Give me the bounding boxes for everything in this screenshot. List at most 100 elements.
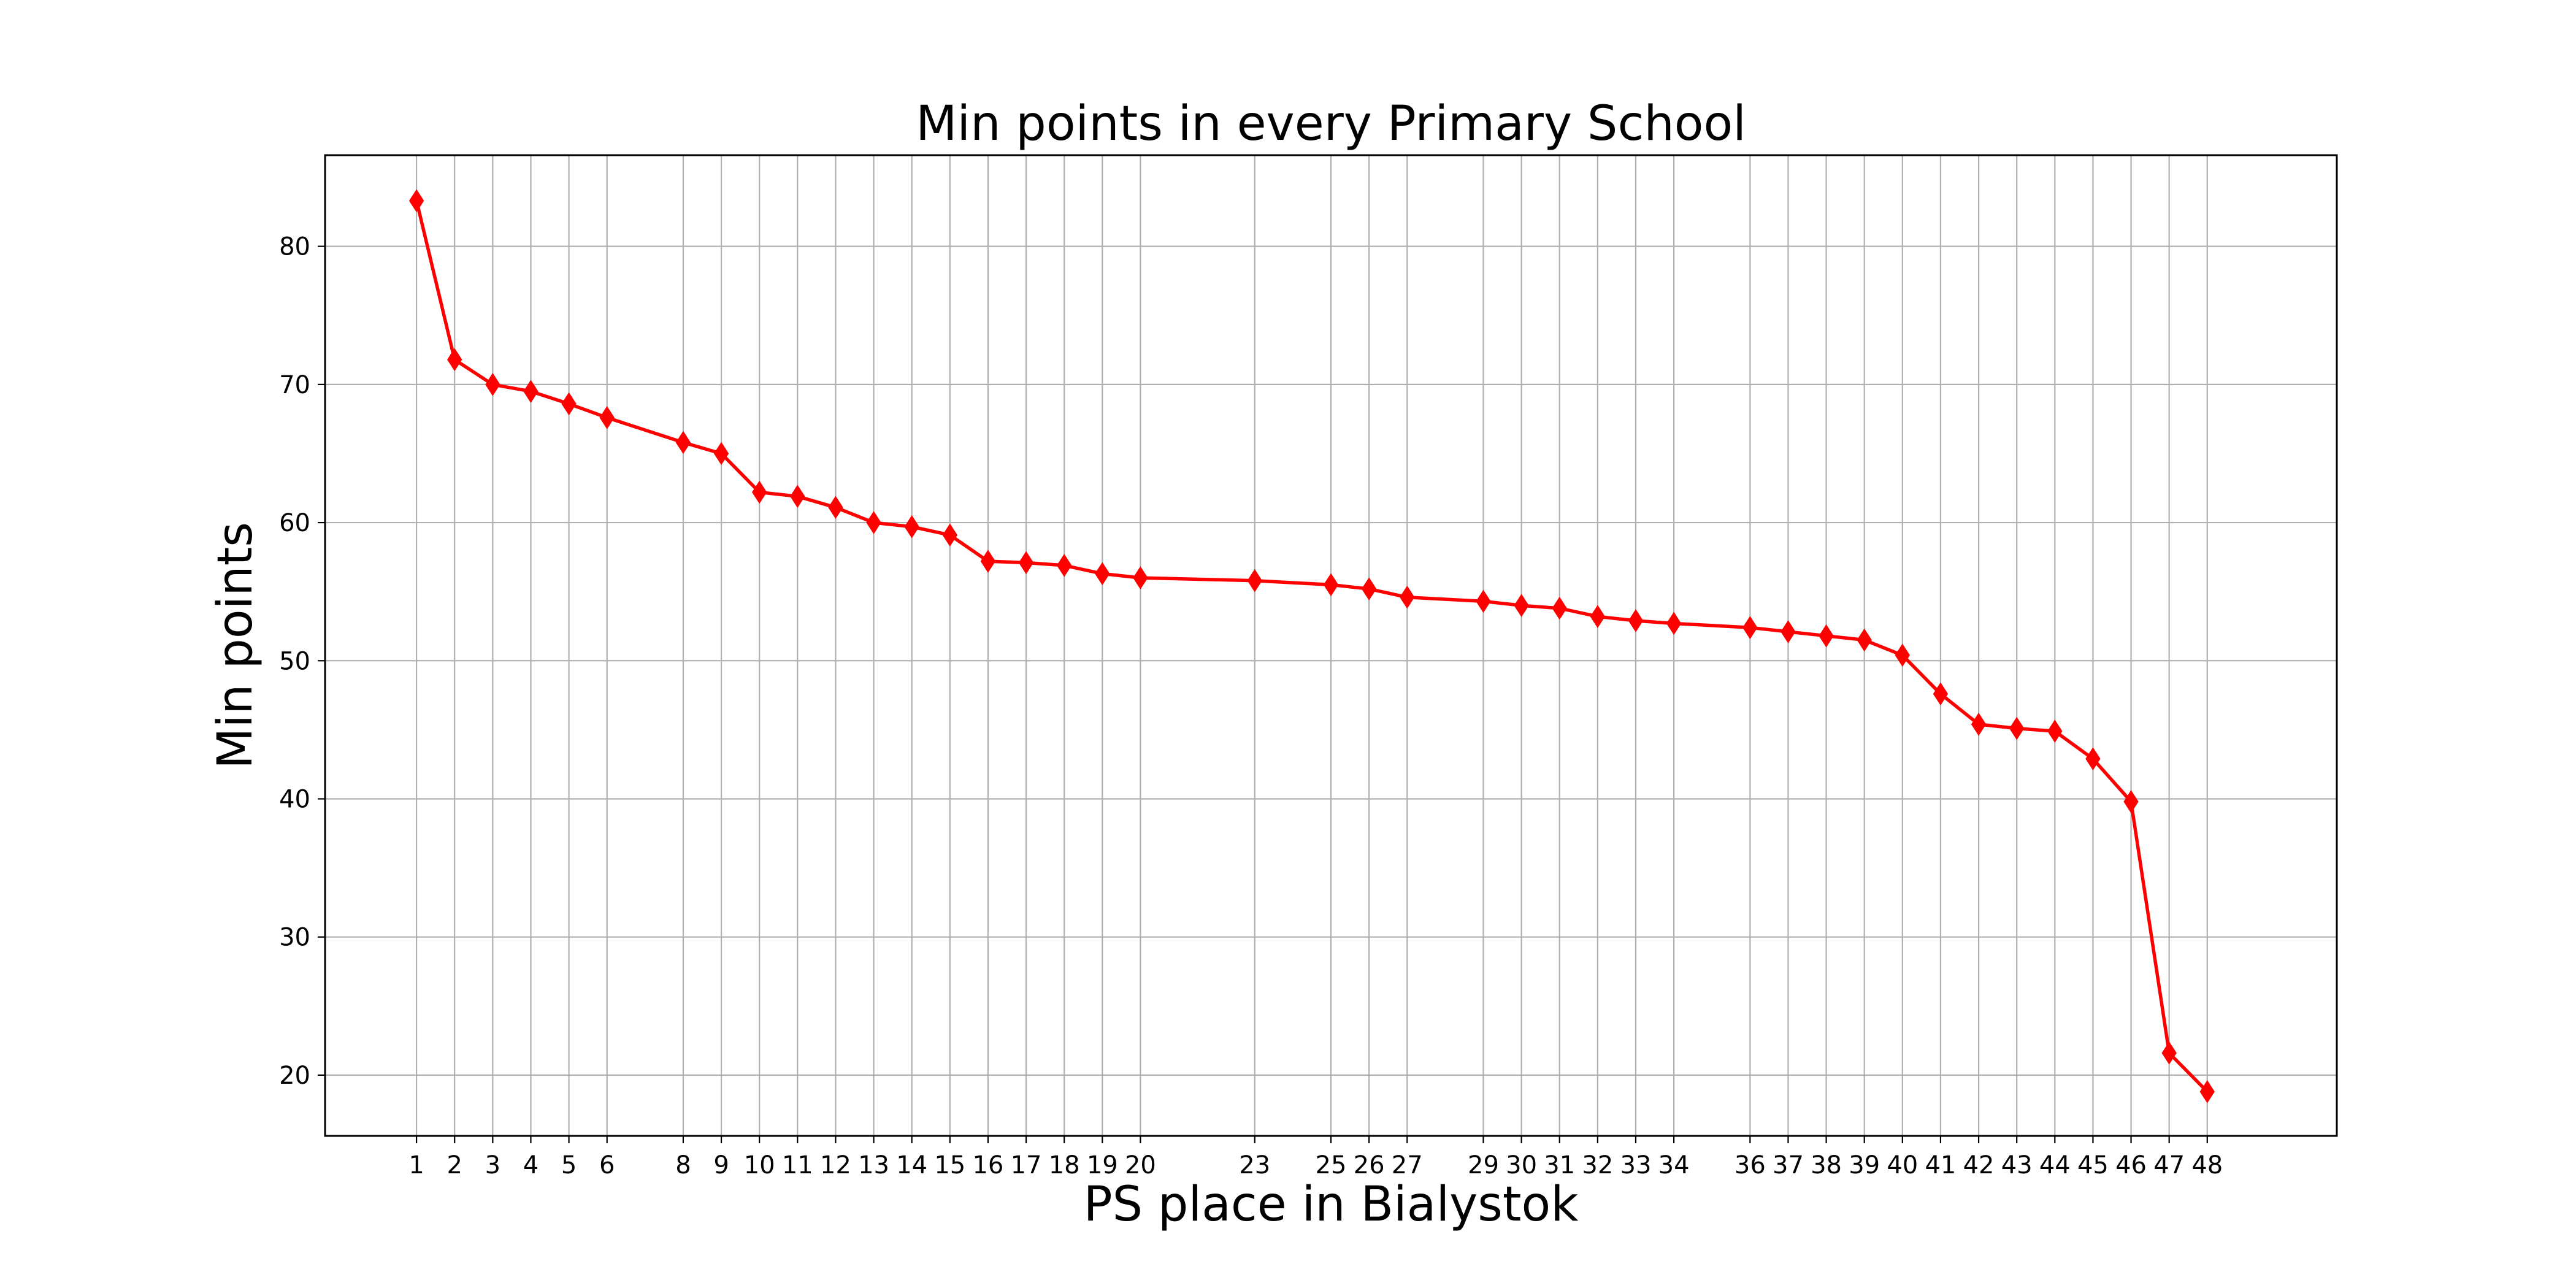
x-tick-label: 15	[934, 1151, 965, 1179]
x-tick-label: 12	[820, 1151, 851, 1179]
x-tick-label: 29	[1468, 1151, 1499, 1179]
x-tick-label: 10	[744, 1151, 775, 1179]
data-point-marker	[1323, 573, 1339, 597]
y-tick-label: 60	[279, 509, 310, 537]
axes: 1 2 3 4 5 6 8 9 10 11 12 13 14 15 16 17 18 19 20 23 25 26 27 29…	[279, 233, 2223, 1179]
data-point-marker	[866, 511, 881, 534]
y-tick-label: 40	[279, 785, 310, 813]
x-tick-label: 4	[523, 1151, 539, 1179]
x-tick-label: 42	[1963, 1151, 1995, 1179]
x-tick-label: 30	[1506, 1151, 1537, 1179]
x-tick-label: 36	[1735, 1151, 1766, 1179]
data-point-marker	[523, 380, 539, 403]
data-point-marker	[408, 189, 424, 213]
data-point-marker	[713, 442, 729, 466]
x-tick-label: 39	[1849, 1151, 1880, 1179]
x-tick-label: 6	[599, 1151, 615, 1179]
data-point-marker	[2123, 790, 2139, 813]
data-point-marker	[980, 550, 996, 573]
data-point-marker	[1361, 577, 1377, 601]
x-tick-label: 31	[1544, 1151, 1575, 1179]
x-tick-label: 32	[1582, 1151, 1613, 1179]
x-tick-label: 17	[1011, 1151, 1042, 1179]
x-tick-label: 43	[2001, 1151, 2033, 1179]
data-point-marker	[828, 496, 843, 519]
x-tick-label: 40	[1887, 1151, 1918, 1179]
x-tick-label: 8	[675, 1151, 691, 1179]
x-tick-label: 47	[2153, 1151, 2185, 1179]
y-tick-label: 30	[279, 924, 310, 952]
data-point-marker	[2047, 719, 2063, 743]
data-point-marker	[1552, 596, 1567, 620]
chart-title: Min points in every Primary School	[916, 96, 1746, 151]
x-tick-label: 5	[561, 1151, 577, 1179]
x-tick-label: 18	[1049, 1151, 1080, 1179]
x-tick-label: 1	[408, 1151, 424, 1179]
x-tick-label: 26	[1354, 1151, 1385, 1179]
data-point-marker	[1857, 628, 1872, 652]
data-point-marker	[1666, 611, 1682, 635]
x-tick-label: 13	[858, 1151, 889, 1179]
data-point-marker	[485, 373, 500, 396]
data-point-marker	[1895, 643, 1911, 667]
data-series	[408, 189, 2215, 1103]
x-tick-label: 38	[1811, 1151, 1842, 1179]
data-point-marker	[904, 515, 919, 539]
x-tick-label: 9	[713, 1151, 729, 1179]
data-point-marker	[1056, 554, 1072, 577]
data-point-marker	[1400, 585, 1415, 609]
y-tick-label: 50	[279, 647, 310, 675]
x-axis-title: PS place in Bialystok	[1084, 1177, 1579, 1232]
x-tick-label: 48	[2191, 1151, 2223, 1179]
x-tick-label: 20	[1125, 1151, 1156, 1179]
grid	[325, 155, 2337, 1136]
y-axis-title: Min points	[208, 522, 263, 769]
series-line	[415, 200, 2209, 1093]
data-point-marker	[1247, 569, 1262, 592]
data-point-marker	[599, 406, 615, 429]
y-tick-label: 80	[279, 233, 310, 261]
data-point-marker	[1018, 551, 1034, 575]
x-tick-label: 23	[1239, 1151, 1270, 1179]
data-point-marker	[1590, 605, 1606, 629]
data-point-marker	[1971, 713, 1987, 736]
x-tick-label: 33	[1620, 1151, 1652, 1179]
data-point-marker	[1819, 624, 1834, 648]
x-tick-label: 46	[2115, 1151, 2147, 1179]
data-point-marker	[2161, 1041, 2177, 1065]
data-point-marker	[2085, 747, 2101, 771]
data-point-marker	[942, 523, 957, 547]
x-tick-label: 16	[972, 1151, 1003, 1179]
data-point-marker	[447, 348, 462, 372]
data-point-marker	[1781, 620, 1796, 643]
y-tick-label: 20	[279, 1062, 310, 1090]
data-point-marker	[1095, 562, 1110, 586]
x-tick-label: 34	[1658, 1151, 1690, 1179]
x-tick-label: 37	[1773, 1151, 1804, 1179]
x-tick-label: 27	[1392, 1151, 1423, 1179]
data-point-marker	[1742, 616, 1758, 640]
y-tick-label: 70	[279, 371, 310, 399]
x-tick-label: 14	[896, 1151, 927, 1179]
data-point-marker	[1628, 609, 1644, 632]
data-point-marker	[790, 485, 805, 508]
x-tick-label: 41	[1925, 1151, 1956, 1179]
data-point-marker	[675, 431, 691, 454]
x-tick-label: 44	[2039, 1151, 2071, 1179]
x-tick-label: 3	[485, 1151, 500, 1179]
x-tick-label: 2	[447, 1151, 462, 1179]
data-point-marker	[2009, 716, 2025, 740]
data-point-marker	[561, 392, 577, 416]
x-tick-label: 11	[782, 1151, 813, 1179]
data-point-marker	[751, 480, 767, 504]
data-point-marker	[2199, 1080, 2215, 1103]
x-tick-label: 25	[1316, 1151, 1347, 1179]
data-point-marker	[1476, 589, 1491, 613]
data-point-marker	[1133, 566, 1148, 589]
data-point-marker	[1514, 594, 1529, 618]
data-point-marker	[1933, 682, 1949, 706]
x-tick-label: 19	[1087, 1151, 1118, 1179]
x-tick-label: 45	[2077, 1151, 2109, 1179]
